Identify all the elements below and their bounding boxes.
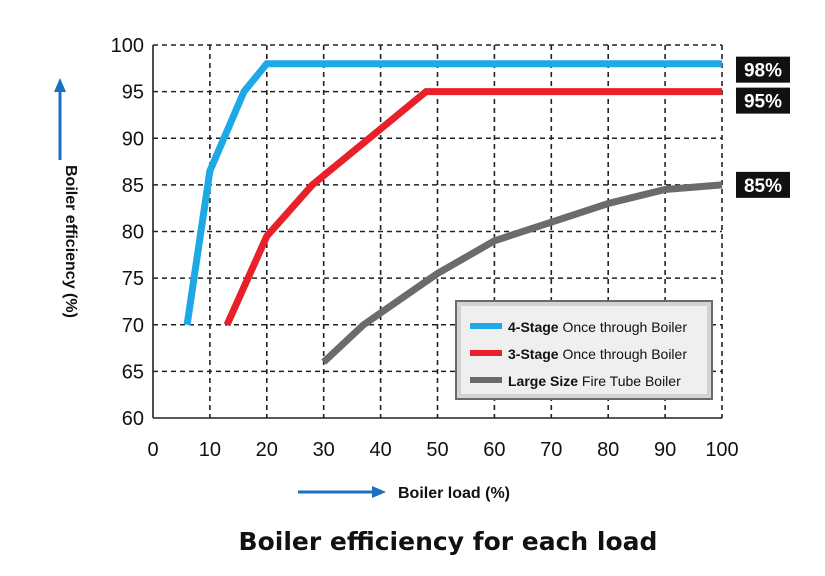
legend-swatch bbox=[470, 323, 502, 329]
series-line-1 bbox=[183, 60, 722, 326]
y-tick-label: 70 bbox=[122, 315, 144, 337]
x-tick-label: 0 bbox=[147, 439, 158, 461]
x-tick-label: 40 bbox=[369, 439, 391, 461]
series-line-3 bbox=[321, 181, 723, 365]
y-tick-label: 65 bbox=[122, 361, 144, 383]
chart-title: Boiler efficiency for each load bbox=[239, 527, 658, 556]
legend: 4-Stage Once through Boiler 3-Stage Once … bbox=[455, 300, 713, 400]
x-tick-label: 10 bbox=[199, 439, 221, 461]
end-label-box bbox=[736, 56, 790, 83]
end-labels: 98% 95% 85% bbox=[736, 56, 790, 198]
y-tick-label: 95 bbox=[122, 82, 144, 104]
end-label-text: 98% bbox=[744, 61, 782, 82]
x-axis-title: Boiler load (%) bbox=[398, 485, 510, 502]
y-tick-label: 75 bbox=[122, 268, 144, 290]
legend-label: 3-Stage Once through Boiler bbox=[508, 346, 687, 362]
legend-swatch bbox=[470, 377, 502, 383]
legend-label: Large Size Fire Tube Boiler bbox=[508, 373, 681, 389]
x-tick-label: 30 bbox=[313, 439, 335, 461]
y-tick-label: 80 bbox=[122, 222, 144, 244]
tick-labels: 0 10 20 30 40 50 60 70 80 90 100 60 65 70 75 80 85 90 95 10… bbox=[111, 35, 739, 461]
x-tick-label: 60 bbox=[483, 439, 505, 461]
series-lines bbox=[183, 60, 723, 365]
x-tick-label: 100 bbox=[705, 439, 738, 461]
y-tick-label: 100 bbox=[111, 35, 144, 57]
y-tick-label: 85 bbox=[122, 175, 144, 197]
x-axis-arrowhead-icon bbox=[372, 486, 386, 498]
y-tick-label: 60 bbox=[122, 408, 144, 430]
x-tick-label: 90 bbox=[654, 439, 676, 461]
end-label-text: 95% bbox=[744, 92, 782, 113]
end-label-box bbox=[736, 171, 790, 198]
y-axis-title-group: Boiler efficiency (%) bbox=[54, 78, 79, 318]
y-axis-title: Boiler efficiency (%) bbox=[62, 165, 79, 318]
end-label-box bbox=[736, 87, 790, 114]
x-axis-title-group: Boiler load (%) bbox=[298, 485, 510, 502]
x-tick-label: 70 bbox=[540, 439, 562, 461]
legend-swatch bbox=[470, 350, 502, 356]
x-tick-label: 50 bbox=[426, 439, 448, 461]
end-label-text: 85% bbox=[744, 176, 782, 197]
series-line-2 bbox=[223, 88, 722, 327]
x-tick-label: 80 bbox=[597, 439, 619, 461]
y-axis-arrowhead-icon bbox=[54, 78, 66, 92]
y-tick-label: 90 bbox=[122, 128, 144, 150]
legend-label: 4-Stage Once through Boiler bbox=[508, 319, 687, 335]
x-tick-label: 20 bbox=[256, 439, 278, 461]
